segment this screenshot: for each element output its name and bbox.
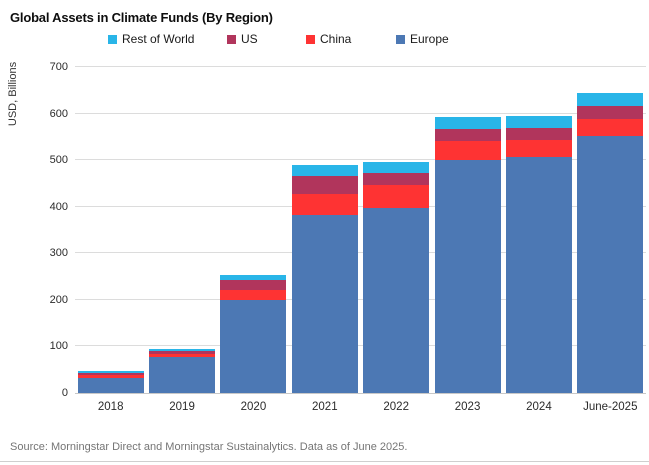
x-tick-label-2023: 2023 [454, 401, 481, 413]
chart-legend: Rest of World US China Europe [0, 31, 649, 47]
source-note: Source: Morningstar Direct and Morningst… [10, 441, 408, 453]
bar-column-2024 [503, 67, 574, 393]
y-tick-label-300: 300 [49, 247, 68, 260]
legend-label-rest-of-world: Rest of World [122, 32, 195, 46]
bar-june-2025-segment-china [577, 119, 644, 137]
y-tick-label-700: 700 [49, 61, 68, 73]
gridline-300 [75, 252, 646, 254]
bar-2022-segment-rest-of-world [363, 162, 430, 173]
bar-2019-segment-us [149, 351, 216, 355]
bar-2022-segment-europe [363, 207, 430, 393]
bar-2018-segment-rest-of-world [77, 371, 144, 373]
gridline-700 [75, 66, 646, 67]
bar-2022-segment-us [363, 172, 430, 185]
legend-label-europe: Europe [410, 32, 449, 46]
bar-2024-segment-europe [505, 156, 572, 393]
gridline-0 [75, 393, 646, 394]
gridline-400 [75, 205, 646, 207]
bar-2019-segment-europe [149, 357, 216, 393]
bar-2019 [149, 349, 216, 393]
bar-june-2025-segment-us [577, 106, 644, 120]
bar-2020-segment-us [220, 279, 287, 291]
bar-2021 [291, 165, 358, 393]
bar-2022 [363, 162, 430, 393]
x-tick-label-2020: 2020 [240, 401, 267, 413]
bar-2019-segment-china [149, 354, 216, 358]
y-tick-label-200: 200 [49, 293, 68, 306]
bar-2020-segment-rest-of-world [220, 275, 287, 280]
plot-area [75, 66, 646, 394]
legend-item-europe: Europe [396, 31, 449, 47]
bar-2019-segment-rest-of-world [149, 349, 216, 352]
bar-2024 [505, 115, 572, 393]
bar-2021-segment-china [291, 193, 358, 215]
y-tick-label-100: 100 [49, 340, 68, 353]
chart-title: Global Assets in Climate Funds (By Regio… [10, 10, 273, 25]
bar-2024-segment-rest-of-world [505, 115, 572, 128]
bar-2018-segment-china [77, 375, 144, 379]
bar-2022-segment-china [363, 184, 430, 208]
bar-2024-segment-china [505, 139, 572, 157]
gridline-600 [75, 112, 646, 114]
bar-2024-segment-us [505, 127, 572, 140]
bar-2021-segment-us [291, 176, 358, 194]
y-axis-label: USD, Billions [7, 61, 19, 127]
bar-2020 [220, 275, 287, 393]
bar-june-2025-segment-europe [577, 136, 644, 393]
x-axis-labels: 2018 2019 2020 2021 2022 2023 2024 June-2025 [75, 401, 646, 413]
bar-2023 [434, 117, 501, 393]
legend-item-us: US [227, 31, 258, 47]
x-tick-label-june-2025: June-2025 [583, 401, 638, 413]
bar-column-2021 [289, 67, 360, 393]
legend-label-china: China [320, 32, 352, 46]
bar-2023-segment-us [434, 128, 501, 141]
gridline-200 [75, 298, 646, 300]
gridline-100 [75, 345, 646, 347]
bar-column-2022 [361, 67, 432, 393]
y-tick-label-500: 500 [49, 154, 68, 167]
y-tick-label-0: 0 [61, 387, 68, 399]
bar-column-2019 [146, 67, 217, 393]
legend-swatch-china-icon [306, 34, 315, 44]
bar-june-2025 [577, 93, 644, 393]
bar-2018-segment-europe [77, 378, 144, 393]
bar-2018-segment-us [77, 372, 144, 376]
bar-2020-segment-europe [220, 299, 287, 393]
legend-swatch-europe-icon [396, 34, 405, 44]
bar-2020-segment-china [220, 290, 287, 300]
bar-column-2018 [75, 67, 146, 393]
x-tick-label-2021: 2021 [312, 401, 338, 413]
y-tick-label-600: 600 [49, 107, 68, 120]
x-tick-label-2024: 2024 [526, 401, 552, 413]
bar-2021-segment-europe [291, 214, 358, 393]
legend-item-rest-of-world: Rest of World [108, 31, 194, 47]
bars-row [75, 67, 646, 393]
bar-column-2020 [218, 67, 289, 393]
legend-item-china: China [306, 31, 351, 47]
legend-swatch-rest-of-world-icon [108, 34, 117, 44]
legend-swatch-us-icon [227, 34, 236, 44]
bar-2023-segment-europe [434, 159, 501, 393]
y-tick-label-400: 400 [49, 200, 68, 213]
x-tick-label-2022: 2022 [383, 401, 409, 413]
bar-2018 [77, 371, 144, 393]
bar-2021-segment-rest-of-world [291, 165, 358, 177]
bar-2023-segment-rest-of-world [434, 117, 501, 129]
bar-column-june-2025 [575, 67, 646, 393]
x-tick-label-2018: 2018 [97, 401, 124, 413]
legend-label-us: US [241, 32, 258, 46]
bottom-divider [0, 461, 649, 462]
bar-column-2023 [432, 67, 503, 393]
gridline-500 [75, 159, 646, 161]
x-tick-label-2019: 2019 [169, 401, 195, 413]
bar-june-2025-segment-rest-of-world [577, 93, 644, 107]
bar-2023-segment-china [434, 140, 501, 160]
